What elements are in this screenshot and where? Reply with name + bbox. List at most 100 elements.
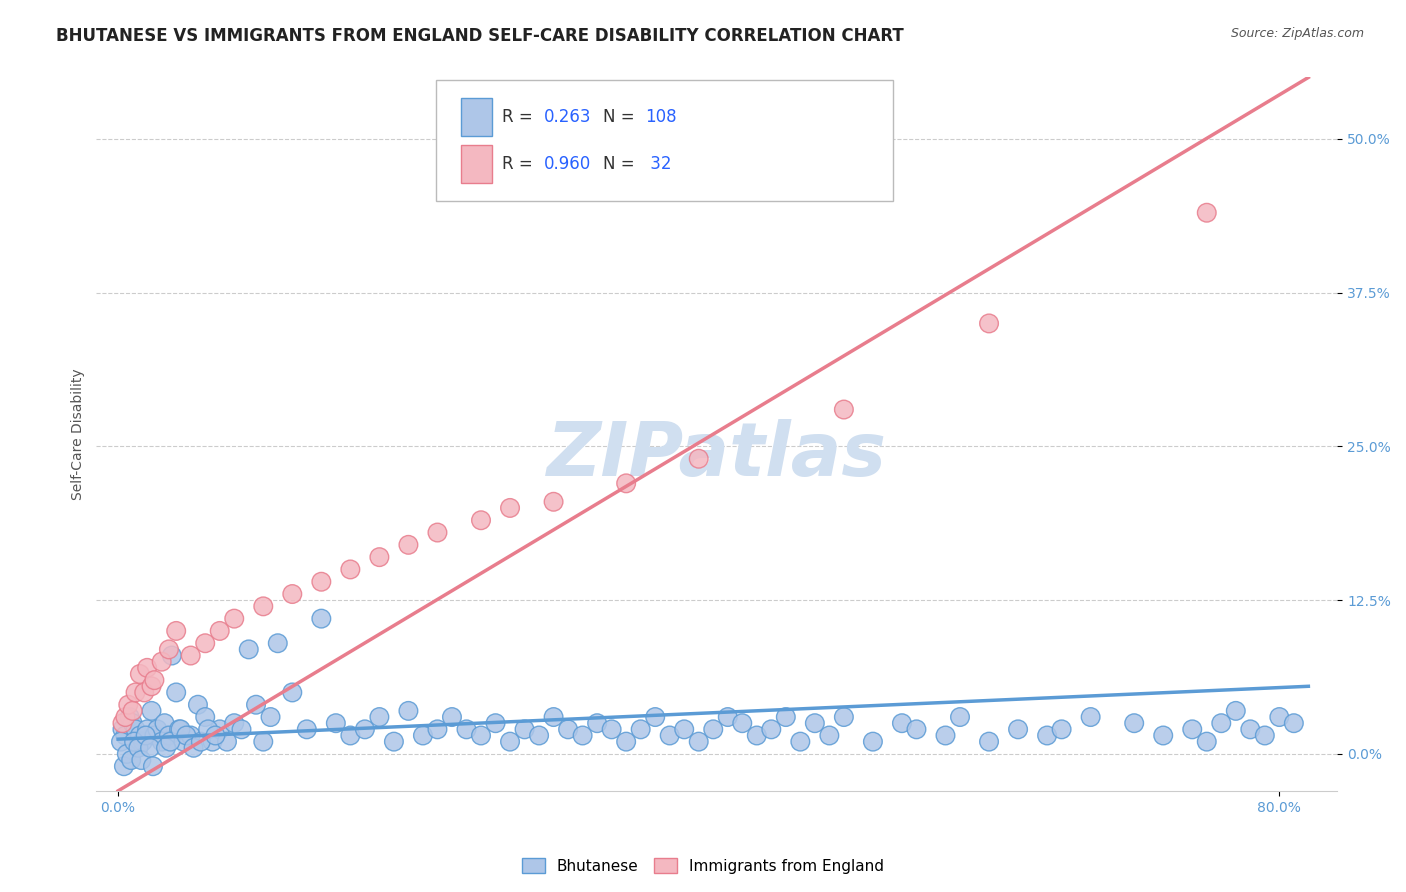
- Point: [1195, 205, 1218, 219]
- Text: N =: N =: [603, 108, 640, 126]
- Point: [1007, 723, 1029, 737]
- Point: [124, 723, 146, 737]
- Point: [115, 747, 138, 761]
- Point: [187, 698, 209, 712]
- Point: [470, 513, 492, 527]
- Point: [159, 734, 181, 748]
- Text: ZIPatlas: ZIPatlas: [547, 419, 887, 492]
- Text: 0.960: 0.960: [544, 155, 592, 173]
- Point: [110, 734, 132, 748]
- Point: [132, 734, 155, 748]
- Legend: Bhutanese, Immigrants from England: Bhutanese, Immigrants from England: [516, 852, 890, 880]
- Point: [141, 679, 163, 693]
- Point: [208, 624, 231, 638]
- Point: [396, 704, 419, 718]
- Point: [527, 729, 550, 743]
- Point: [136, 661, 159, 675]
- Point: [499, 500, 522, 515]
- Point: [201, 734, 224, 748]
- Point: [194, 636, 217, 650]
- Point: [934, 729, 956, 743]
- Point: [905, 723, 928, 737]
- Point: [167, 723, 190, 737]
- Point: [114, 710, 136, 724]
- Point: [426, 525, 449, 540]
- Point: [114, 729, 136, 743]
- Point: [339, 562, 361, 576]
- Point: [775, 710, 797, 724]
- Point: [311, 612, 333, 626]
- Point: [731, 716, 754, 731]
- Point: [183, 740, 205, 755]
- Point: [354, 723, 377, 737]
- Text: 32: 32: [645, 155, 672, 173]
- Point: [180, 729, 202, 743]
- Point: [456, 723, 478, 737]
- Point: [128, 729, 150, 743]
- Point: [368, 710, 391, 724]
- Point: [339, 729, 361, 743]
- Point: [150, 734, 173, 748]
- Text: R =: R =: [502, 108, 538, 126]
- Point: [557, 723, 579, 737]
- Point: [614, 734, 637, 748]
- Point: [194, 710, 217, 724]
- Point: [124, 685, 146, 699]
- Point: [513, 723, 536, 737]
- Point: [658, 729, 681, 743]
- Point: [121, 704, 143, 718]
- Point: [745, 729, 768, 743]
- Point: [122, 734, 145, 748]
- Point: [141, 704, 163, 718]
- Point: [688, 451, 710, 466]
- Point: [215, 734, 238, 748]
- Point: [112, 759, 135, 773]
- Point: [155, 740, 177, 755]
- Point: [586, 716, 609, 731]
- Point: [131, 753, 153, 767]
- Point: [139, 740, 162, 755]
- Point: [143, 729, 166, 743]
- Text: 0.263: 0.263: [544, 108, 592, 126]
- Point: [190, 734, 212, 748]
- Point: [644, 710, 666, 724]
- Point: [157, 642, 180, 657]
- Point: [238, 642, 260, 657]
- Point: [949, 710, 972, 724]
- Point: [382, 734, 405, 748]
- Point: [259, 710, 281, 724]
- Point: [172, 734, 194, 748]
- Point: [295, 723, 318, 737]
- Point: [789, 734, 811, 748]
- Point: [412, 729, 434, 743]
- Text: BHUTANESE VS IMMIGRANTS FROM ENGLAND SELF-CARE DISABILITY CORRELATION CHART: BHUTANESE VS IMMIGRANTS FROM ENGLAND SEL…: [56, 27, 904, 45]
- Point: [977, 317, 1000, 331]
- Point: [614, 476, 637, 491]
- Point: [1036, 729, 1059, 743]
- Text: N =: N =: [603, 155, 640, 173]
- Point: [197, 723, 219, 737]
- Point: [143, 673, 166, 687]
- Point: [499, 734, 522, 748]
- Point: [1282, 716, 1305, 731]
- Point: [281, 685, 304, 699]
- Point: [150, 655, 173, 669]
- Point: [111, 716, 134, 731]
- Point: [1050, 723, 1073, 737]
- Point: [1239, 723, 1261, 737]
- Text: 108: 108: [645, 108, 676, 126]
- Point: [135, 729, 157, 743]
- Point: [176, 729, 198, 743]
- Point: [120, 753, 142, 767]
- Point: [165, 685, 187, 699]
- Point: [543, 710, 565, 724]
- Point: [1152, 729, 1174, 743]
- Point: [169, 723, 191, 737]
- Point: [208, 723, 231, 737]
- Point: [440, 710, 463, 724]
- Point: [890, 716, 912, 731]
- Point: [1225, 704, 1247, 718]
- Point: [111, 723, 134, 737]
- Point: [543, 495, 565, 509]
- Point: [224, 716, 246, 731]
